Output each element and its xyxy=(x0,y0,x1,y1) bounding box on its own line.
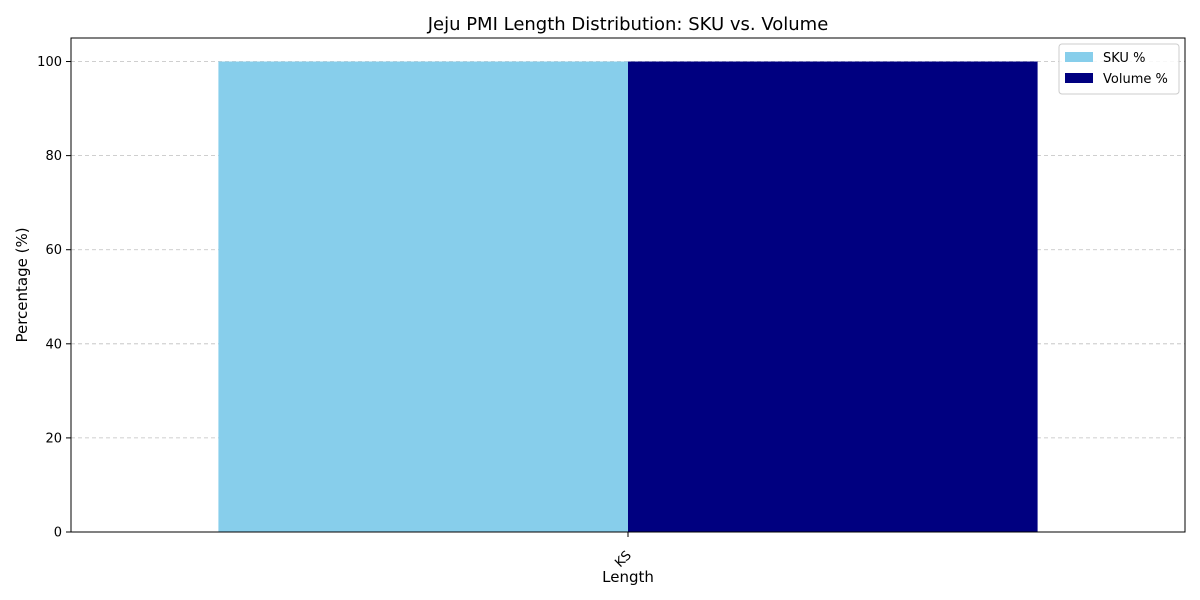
bar-volume xyxy=(628,61,1038,533)
y-tick-label: 0 xyxy=(54,526,62,541)
legend: SKU % Volume % xyxy=(1058,43,1180,95)
legend-label: Volume % xyxy=(1103,72,1168,87)
x-axis-label: Length xyxy=(602,568,654,586)
chart-title: Jeju PMI Length Distribution: SKU vs. Vo… xyxy=(427,14,829,35)
x-axis-ticks: KS xyxy=(612,532,635,571)
y-tick-label: 80 xyxy=(45,149,62,164)
legend-swatch xyxy=(1065,73,1093,83)
bars xyxy=(218,61,1038,533)
bar-sku xyxy=(218,61,628,533)
legend-label: SKU % xyxy=(1103,51,1145,66)
y-axis-ticks: 0 20 40 60 80 100 xyxy=(37,55,71,541)
y-tick-label: 40 xyxy=(45,337,62,352)
legend-swatch xyxy=(1065,52,1093,62)
y-axis-label: Percentage (%) xyxy=(13,227,31,342)
y-tick-label: 20 xyxy=(45,431,62,446)
y-tick-label: 60 xyxy=(45,243,62,258)
y-tick-label: 100 xyxy=(37,55,62,70)
